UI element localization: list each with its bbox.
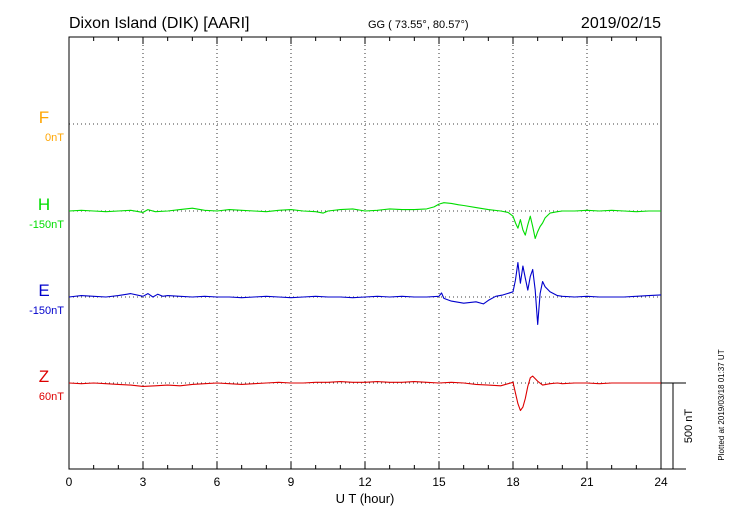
series-line-e [68,262,662,326]
series-line-z [68,375,661,412]
chart-grid [68,36,662,470]
component-offset-e: -150nT [29,305,64,317]
component-labels: F 0nT H -150nT E -150nT Z 60nT [29,108,64,403]
x-tick-label: 15 [432,475,446,489]
scale-bar-label: 500 nT [683,409,695,444]
component-label-e: E [38,281,49,300]
component-offset-z: 60nT [39,391,64,403]
x-tick-label: 12 [358,475,372,489]
series-line-h [68,202,661,240]
x-axis-label: U T (hour) [336,491,395,506]
station-coords: GG ( 73.55°, 80.57°) [368,19,469,31]
scale-bar: 500 nT [661,382,695,470]
x-tick-label: 3 [140,475,147,489]
component-label-h: H [38,195,50,214]
component-offset-f: 0nT [45,132,64,144]
x-tick-label: 6 [214,475,221,489]
plot-area [68,202,662,412]
x-tick-label: 18 [506,475,520,489]
component-label-z: Z [39,367,49,386]
plotted-timestamp: Plotted at 2019/03/18 01:37 UT [717,349,726,460]
x-tick-label: 24 [654,475,668,489]
component-label-f: F [39,108,49,127]
x-tick-label: 9 [288,475,295,489]
plot-date: 2019/02/15 [581,15,661,32]
x-tick-label: 0 [66,475,73,489]
component-offset-h: -150nT [29,219,64,231]
x-axis-ticks: 0 3 6 9 12 15 18 21 24 [66,475,668,489]
station-title: Dixon Island (DIK) [AARI] [69,15,250,32]
x-tick-label: 21 [580,475,594,489]
